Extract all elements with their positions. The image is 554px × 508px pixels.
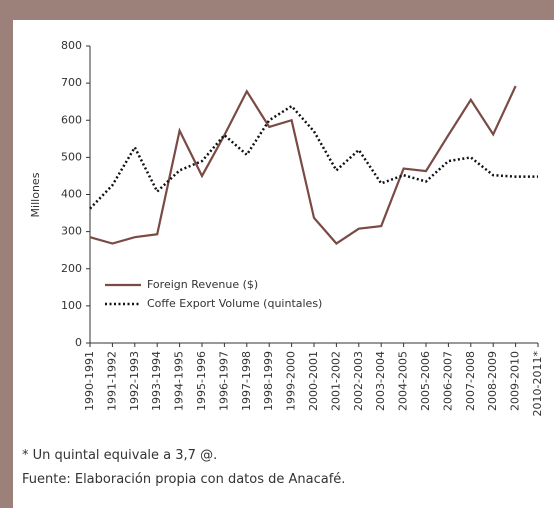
y-tick-label: 600 (61, 113, 82, 126)
y-tick-label: 700 (61, 76, 82, 89)
x-tick-label: 2000-2001 (307, 351, 320, 411)
x-tick-label: 2009-2010 (509, 351, 522, 411)
x-tick-label: 2004-2005 (397, 351, 410, 411)
series-line (89, 85, 517, 245)
source: Fuente: Elaboración propia con datos de … (22, 472, 346, 487)
x-tick-label: 1999-2000 (285, 351, 298, 411)
y-tick-label: 100 (61, 299, 82, 312)
series-line (89, 104, 538, 210)
y-tick-label: 0 (75, 336, 82, 349)
legend-label: Foreign Revenue ($) (147, 278, 258, 291)
x-tick-label: 1996-1997 (217, 351, 230, 411)
x-tick-label: 2006-2007 (441, 351, 454, 411)
x-tick-label: 1992-1993 (128, 351, 141, 411)
x-tick-label: 1990-1991 (83, 351, 96, 411)
x-tick-label: 1994-1995 (173, 351, 186, 411)
legend-label: Coffe Export Volume (quintales) (147, 297, 322, 310)
y-tick-label: 300 (61, 225, 82, 238)
y-tick-label: 400 (61, 188, 82, 201)
x-tick-label: 2001-2002 (329, 351, 342, 411)
x-tick-label: 1997-1998 (240, 351, 253, 411)
x-tick-label: 1991-1992 (105, 351, 118, 411)
x-tick-label: 2005-2006 (419, 351, 432, 411)
x-tick-label: 1995-1996 (195, 351, 208, 411)
x-tick-label: 2007-2008 (464, 351, 477, 411)
x-tick-label: 2002-2003 (352, 351, 365, 411)
x-tick-label: 2003-2004 (374, 351, 387, 411)
footnote: * Un quintal equivale a 3,7 @. (22, 448, 218, 463)
x-tick-label: 2008-2009 (486, 351, 499, 411)
x-tick-label: 1998-1999 (262, 351, 275, 411)
y-tick-label: 800 (61, 39, 82, 52)
y-axis-label: Millones (29, 172, 42, 217)
panel (13, 20, 554, 508)
x-tick-label: 2010-2011* (531, 351, 544, 417)
x-tick-label: 1993-1994 (150, 351, 163, 411)
y-tick-label: 500 (61, 150, 82, 163)
y-tick-label: 200 (61, 262, 82, 275)
